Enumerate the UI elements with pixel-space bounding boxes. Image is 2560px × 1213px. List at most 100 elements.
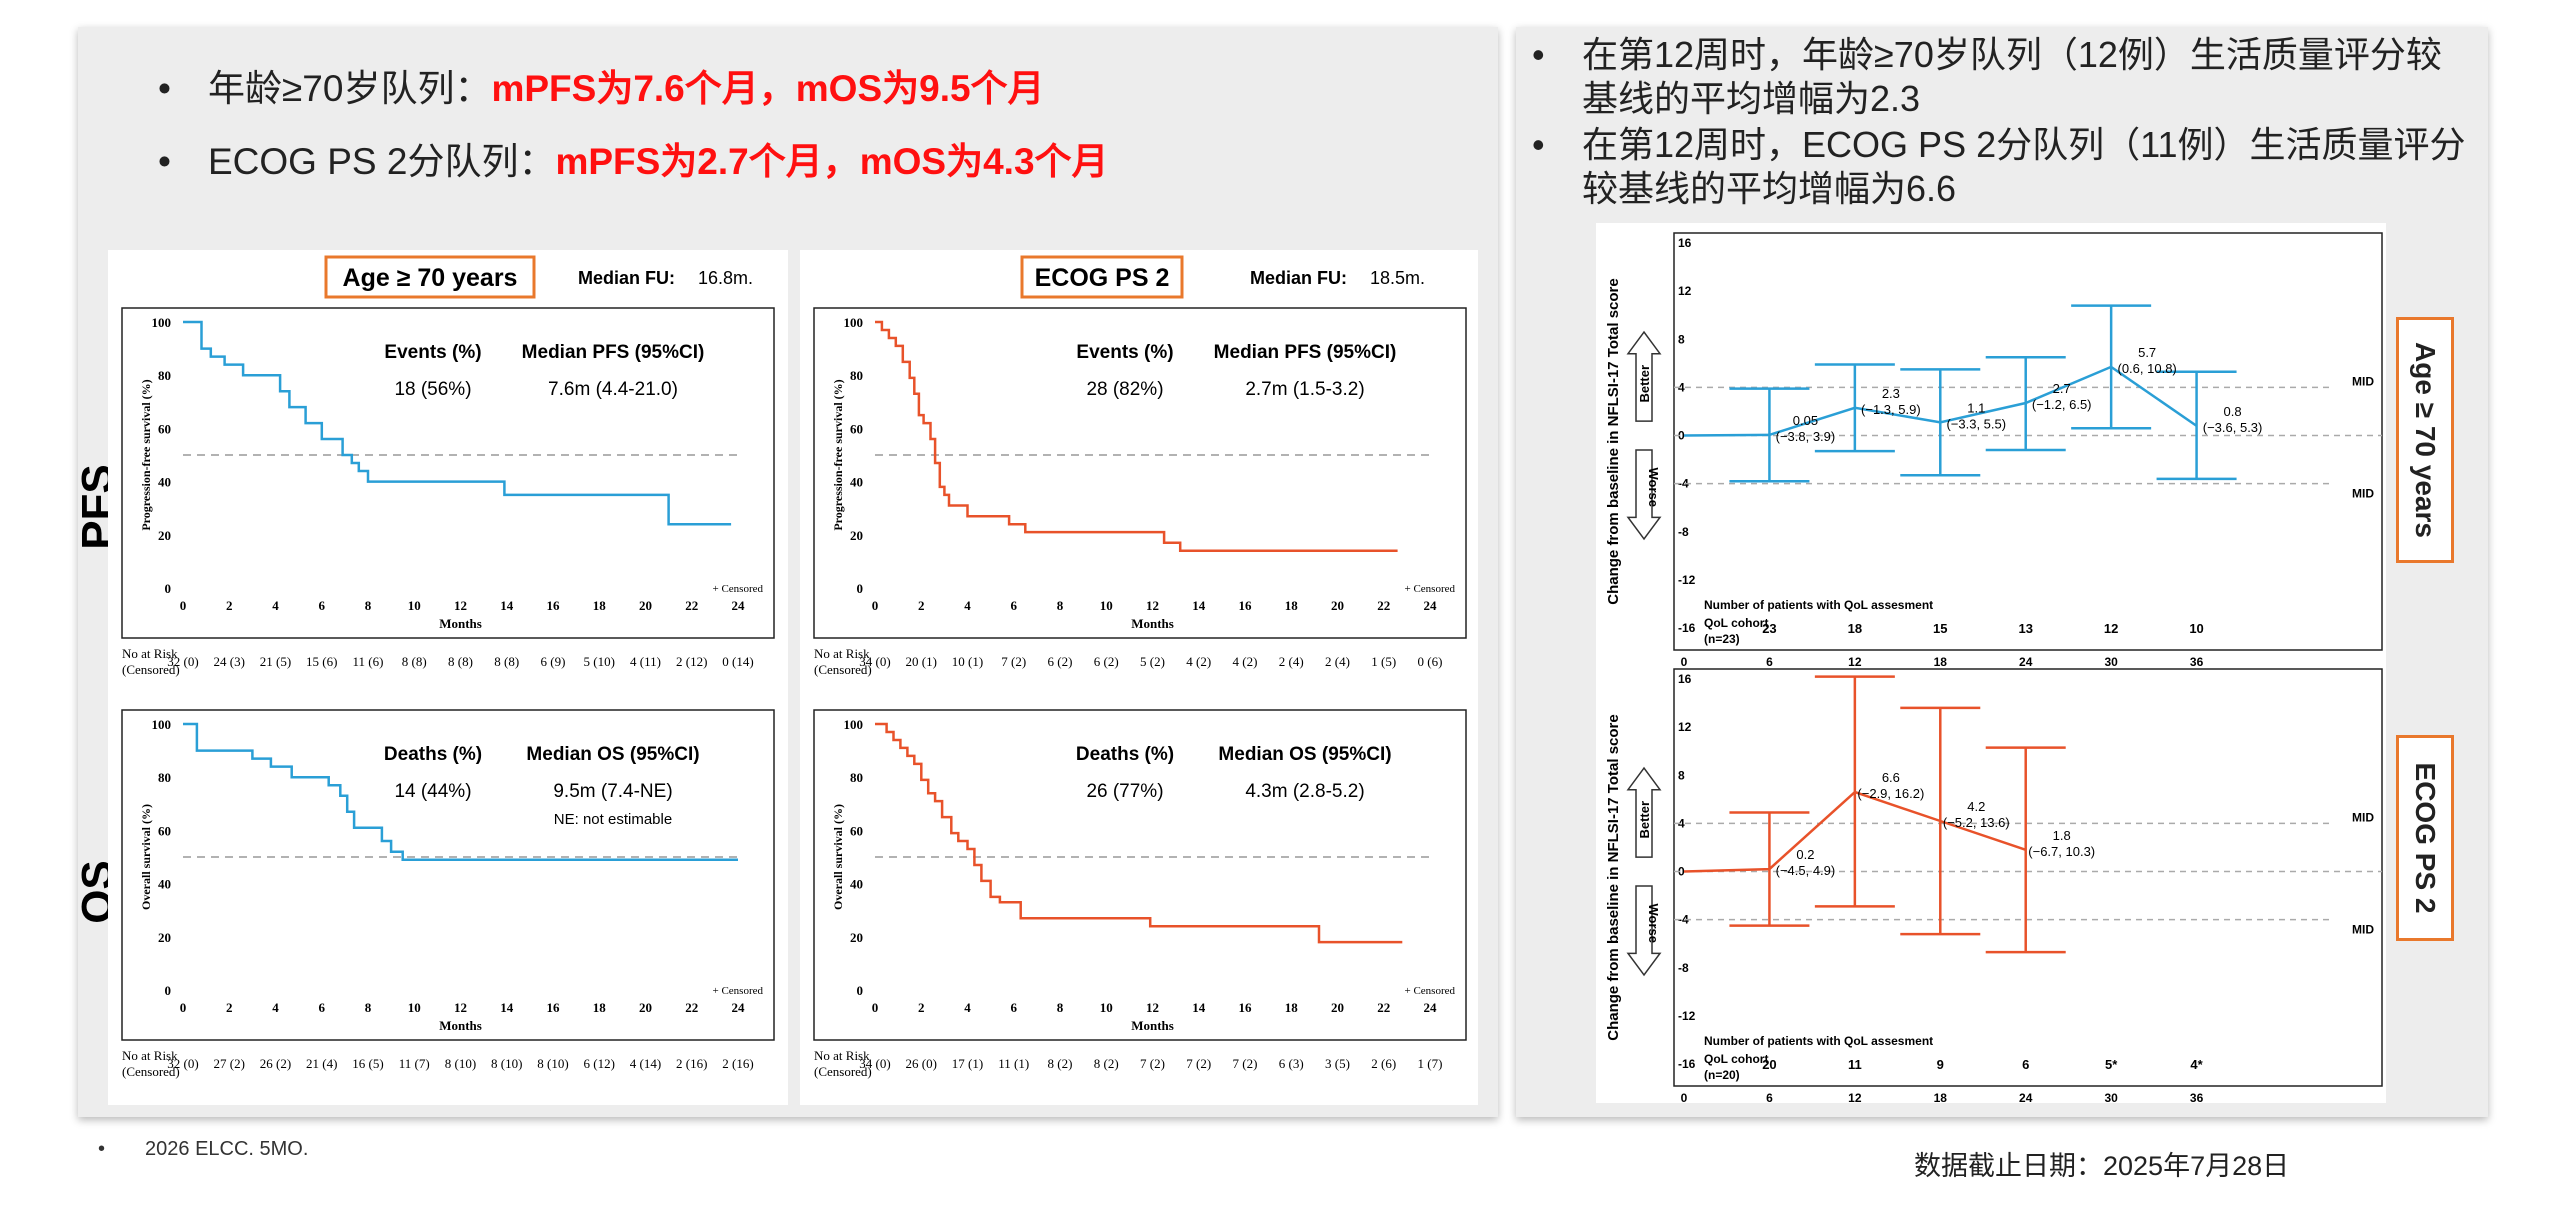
median-fu-label: Median FU:	[1250, 268, 1347, 288]
x-tick-label: 8	[365, 598, 372, 613]
stat-header: Events (%)	[384, 342, 481, 363]
y-tick-label: 8	[1678, 768, 1685, 782]
x-tick-label: 24	[732, 1000, 746, 1015]
x-tick-label: 6	[319, 598, 326, 613]
x-tick-label: 6	[1011, 1000, 1018, 1015]
risk-cell: 10 (1)	[952, 654, 983, 669]
x-tick-label: 10	[408, 598, 421, 613]
ci-label: (−4.5, 4.9)	[1776, 863, 1836, 878]
stat-value: 26 (77%)	[1086, 781, 1163, 802]
bullet-ecog-summary: ECOG PS 2分队列：mPFS为2.7个月，mOS为4.3个月	[158, 138, 1458, 185]
cohort-title: Age ≥ 70 years	[343, 264, 518, 292]
risk-cell: 2 (6)	[1371, 1056, 1396, 1071]
risk-cell: 8 (8)	[494, 654, 519, 669]
risk-cell: 26 (0)	[906, 1056, 937, 1071]
x-tick-label: 22	[1377, 1000, 1390, 1015]
risk-cell: 17 (1)	[952, 1056, 983, 1071]
ci-label: (−3.8, 3.9)	[1776, 429, 1836, 444]
y-tick-label: 0	[165, 581, 172, 596]
x-tick-label: 14	[500, 1000, 514, 1015]
risk-cell: 8 (2)	[1048, 1056, 1073, 1071]
bullet-qol-age: 在第12周时，年龄≥70岁队列（12例）生活质量评分较基线的平均增幅为2.3	[1532, 33, 2467, 121]
y-tick-label: 100	[152, 717, 172, 732]
risk-label: (Censored)	[814, 662, 872, 677]
risk-cell: 1 (7)	[1418, 1056, 1443, 1071]
mid-label: MID	[2352, 923, 2374, 937]
risk-cell: 6 (12)	[584, 1056, 615, 1071]
risk-cell: 7 (2)	[1186, 1056, 1211, 1071]
y-tick-label: -4	[1678, 913, 1689, 927]
x-tick-label: 24	[2019, 1091, 2033, 1103]
n-value: 6	[2022, 1057, 2029, 1072]
risk-cell: 34 (0)	[859, 654, 890, 669]
risk-cell: 2 (12)	[676, 654, 707, 669]
risk-cell: 0 (14)	[722, 654, 753, 669]
n-value: 20	[1762, 1057, 1776, 1072]
stat-header: Deaths (%)	[1076, 744, 1174, 765]
y-tick-label: 16	[1678, 672, 1692, 686]
x-axis-label: Months	[439, 616, 482, 631]
x-tick-label: 2	[226, 1000, 233, 1015]
point-label: 0.05	[1793, 413, 1818, 428]
x-tick-label: 16	[547, 1000, 561, 1015]
y-tick-label: 0	[1678, 865, 1685, 879]
risk-cell: 6 (9)	[541, 654, 566, 669]
x-tick-label: 0	[872, 598, 879, 613]
median-fu-value: 18.5m.	[1370, 268, 1425, 288]
cohort-title-box	[324, 255, 536, 299]
ci-label: (−3.3, 5.5)	[1946, 416, 2006, 431]
risk-cell: 6 (2)	[1094, 654, 1119, 669]
risk-label: No at Risk	[814, 1048, 870, 1063]
y-tick-label: 100	[844, 717, 864, 732]
risk-cell: 8 (10)	[445, 1056, 476, 1071]
n-table-header: Number of patients with QoL assesment	[1704, 1034, 1933, 1048]
risk-cell: 32 (0)	[167, 1056, 198, 1071]
y-tick-label: 60	[158, 421, 171, 436]
stat-header: Deaths (%)	[384, 744, 482, 765]
x-tick-label: 36	[2190, 1091, 2204, 1103]
x-tick-label: 2	[226, 598, 233, 613]
risk-cell: 2 (4)	[1325, 654, 1350, 669]
stat-value: 9.5m (7.4-NE)	[553, 781, 672, 802]
side-label-age-box: Age ≥ 70 years	[2396, 317, 2454, 563]
km-frame	[121, 709, 775, 1041]
worse-label: Worse	[1646, 467, 1661, 507]
y-tick-label: -8	[1678, 961, 1689, 975]
x-tick-label: 0	[1681, 1091, 1688, 1103]
n-value: 12	[2104, 621, 2118, 636]
n-table-header: Number of patients with QoL assesment	[1704, 598, 1933, 612]
point-label: 1.1	[1967, 400, 1985, 415]
side-label-age: Age ≥ 70 years	[2410, 342, 2441, 538]
risk-cell: 20 (1)	[906, 654, 937, 669]
median-fu-value: 16.8m.	[698, 268, 753, 288]
risk-cell: 8 (8)	[402, 654, 427, 669]
side-label-ecog-box: ECOG PS 2	[2396, 735, 2454, 941]
worse-label: Worse	[1646, 903, 1661, 943]
x-tick-label: 2	[918, 598, 925, 613]
risk-cell: 11 (6)	[353, 654, 384, 669]
x-tick-label: 4	[964, 598, 971, 613]
mean-line	[1683, 790, 2027, 873]
x-axis-label: Months	[1131, 616, 1174, 631]
y-tick-label: 40	[158, 475, 171, 490]
point-label: 1.8	[2053, 828, 2071, 843]
y-tick-label: 12	[1678, 720, 1692, 734]
y-tick-label: 4	[1678, 380, 1685, 394]
y-axis-label: Change from baseline in NFLSI-17 Total s…	[1605, 714, 1622, 1040]
stat-value: 18 (56%)	[394, 379, 471, 400]
y-tick-label: -16	[1678, 1057, 1696, 1071]
x-tick-label: 12	[1848, 1091, 1862, 1103]
x-tick-label: 10	[408, 1000, 421, 1015]
risk-cell: 0 (6)	[1418, 654, 1443, 669]
km-column-ecog: ECOG PS 2 Median FU: 18.5m. 0 20 40 60 80 100…	[800, 250, 1478, 1105]
y-tick-label: 0	[857, 983, 864, 998]
x-tick-label: 8	[1057, 598, 1064, 613]
better-label: Better	[1637, 365, 1652, 403]
point-label: 5.7	[2138, 345, 2156, 360]
x-tick-label: 4	[272, 598, 279, 613]
censored-legend: + Censored	[1405, 985, 1456, 997]
stat-header: Median PFS (95%CI)	[1214, 342, 1397, 363]
stat-note: NE: not estimable	[554, 811, 672, 828]
